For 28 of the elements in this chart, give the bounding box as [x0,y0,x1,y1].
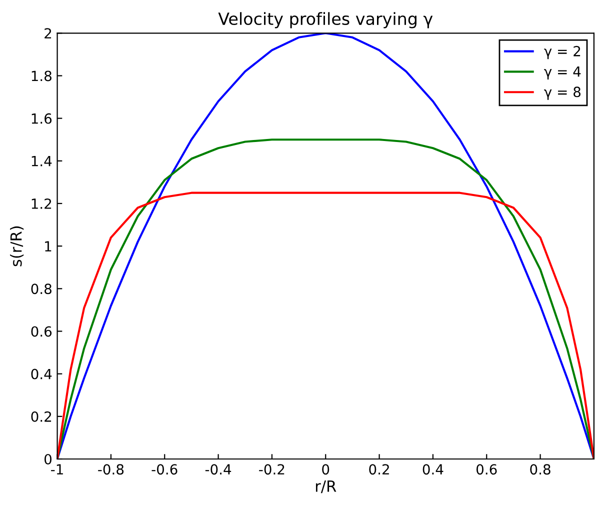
y-tick-label: 0 [44,454,52,464]
y-tick-label: 1.4 [32,156,52,166]
y-tick-label: 0.4 [31,368,52,380]
y-tick-label: 0.2 [31,411,52,422]
x-tick-label: 0.4 [422,464,444,475]
y-tick-label: 1.8 [32,70,52,82]
x-axis-title: r/R [316,480,336,494]
x-tick-label: 0 [322,464,330,475]
legend-label: γ = 4 [544,66,581,80]
y-tick-label: 1.2 [32,198,52,209]
y-tick-label: 1 [45,241,52,252]
x-tick-label: 0.2 [369,464,389,475]
y-tick-label: 2 [44,28,52,38]
x-tick-label: -0.6 [152,464,178,475]
legend-label: γ = 8 [544,86,581,100]
chart-title: Velocity profiles varying γ [218,12,433,28]
x-tick-label: -1 [51,464,63,474]
legend-label: γ = 2 [544,46,580,60]
y-tick-label: 0.8 [31,284,52,294]
x-tick-label: 0.8 [530,464,550,475]
x-tick-label: -0.4 [205,464,232,475]
line-series [57,33,594,459]
x-tick-label: -0.8 [98,464,124,475]
x-tick-label: 0.6 [476,464,497,475]
x-tick-label: -0.2 [259,464,284,475]
y-tick-label: 1.6 [32,113,52,124]
y-tick-label: 0.6 [31,326,52,337]
y-axis-title: s(r/R) [10,226,24,266]
